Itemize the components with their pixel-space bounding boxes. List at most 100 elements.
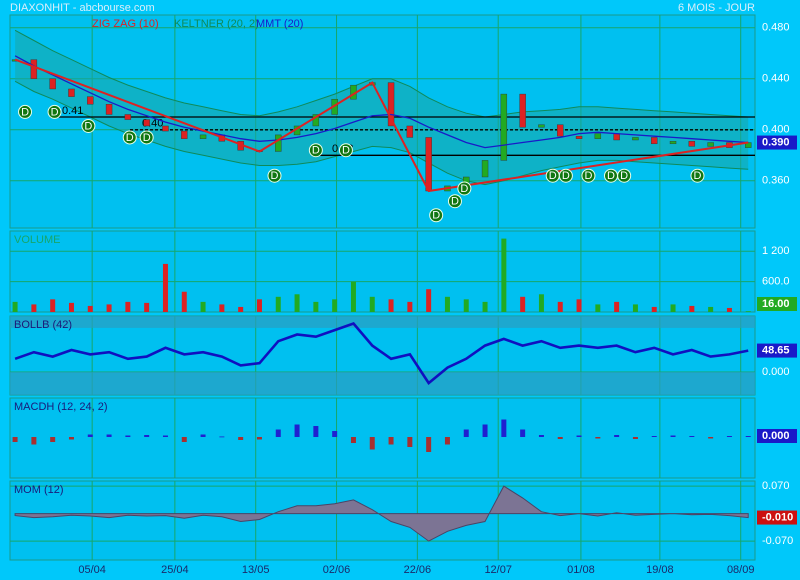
bar	[238, 306, 244, 312]
y-tick-label: 0.400	[762, 124, 790, 136]
period: 6 MOIS - JOUR	[678, 2, 755, 14]
current-value-box	[757, 343, 797, 358]
bar	[576, 435, 582, 437]
candle	[745, 142, 752, 148]
bar	[162, 435, 168, 437]
panel	[9, 230, 756, 313]
y-tick-label: 0.000	[762, 366, 790, 378]
candle	[68, 88, 75, 97]
current-value-box	[757, 429, 797, 443]
candle	[275, 134, 282, 152]
candle	[575, 135, 583, 139]
candle	[500, 93, 508, 161]
current-value: 0.000	[762, 430, 790, 442]
bar	[313, 301, 319, 312]
marker-label: D	[451, 196, 459, 208]
bar	[726, 436, 732, 437]
bar	[482, 301, 488, 312]
marker	[267, 168, 282, 183]
candle	[594, 133, 602, 139]
bar	[350, 437, 356, 443]
x-tick-label: 13/05	[242, 564, 270, 576]
bar	[294, 424, 300, 437]
y-tick-label: -0.070	[762, 535, 793, 547]
bar	[407, 301, 413, 312]
marker	[558, 168, 573, 183]
keltner-fill	[15, 30, 749, 185]
bar	[407, 437, 413, 447]
marker-label: D	[312, 145, 320, 157]
bar	[426, 289, 432, 312]
bar	[745, 311, 751, 312]
bar	[125, 301, 131, 312]
mom-area	[14, 485, 749, 542]
bar	[520, 429, 526, 437]
x-tick-label: 12/07	[484, 564, 512, 576]
marker-label: D	[21, 106, 29, 118]
bar	[219, 304, 225, 312]
bar	[369, 437, 375, 450]
marker	[617, 168, 632, 183]
candle	[143, 119, 150, 127]
current-value-box	[757, 510, 797, 525]
bar	[520, 296, 526, 312]
candle	[199, 134, 207, 139]
marker	[457, 181, 472, 196]
bar	[313, 426, 319, 437]
bar	[614, 301, 620, 312]
marker-label: D	[271, 170, 279, 182]
x-tick-label: 08/09	[727, 564, 755, 576]
bar	[632, 304, 638, 312]
candle	[613, 133, 620, 141]
candle	[519, 93, 526, 128]
bar	[12, 301, 18, 312]
panel-title: BOLLB (42)	[14, 319, 72, 331]
y-tick-label: 0.440	[762, 73, 790, 85]
bar	[181, 291, 187, 312]
current-value-box	[757, 297, 797, 311]
bar	[350, 281, 356, 312]
y-tick-label: 1 200	[762, 245, 790, 257]
bar	[444, 437, 450, 445]
marker-label: D	[432, 210, 440, 222]
band-shade	[10, 372, 755, 395]
bar	[501, 238, 507, 312]
candle	[124, 114, 132, 120]
bar	[332, 299, 338, 312]
marker	[122, 130, 137, 145]
current-value: 16.00	[762, 298, 790, 310]
bar	[595, 437, 601, 439]
bar	[31, 437, 37, 445]
bar	[463, 429, 469, 437]
marker-label: D	[342, 145, 350, 157]
bar	[144, 302, 150, 312]
marker	[81, 118, 96, 133]
bar	[689, 436, 695, 437]
bar	[670, 435, 676, 437]
x-tick-label: 19/08	[646, 564, 674, 576]
y-tick-label: 0.480	[762, 22, 790, 34]
bar	[87, 434, 93, 437]
marker-label: D	[620, 170, 628, 182]
bar	[538, 435, 544, 437]
bar	[444, 296, 450, 312]
marker	[308, 143, 323, 158]
candle	[87, 96, 94, 105]
panel	[9, 480, 756, 561]
bar	[388, 299, 394, 312]
candle	[406, 125, 414, 138]
bar	[651, 306, 657, 312]
x-tick-label: 01/08	[567, 564, 595, 576]
candle	[181, 130, 188, 139]
marker-label: D	[460, 183, 468, 195]
keltner-upper	[14, 29, 749, 118]
panel-title: MACDH (12, 24, 2)	[14, 401, 108, 413]
legend-entry: ZIG ZAG (10)	[92, 18, 159, 30]
panel-title: MOM (12)	[14, 484, 64, 496]
zigzag-line	[14, 58, 749, 193]
marker-label: D	[693, 170, 701, 182]
bar	[256, 299, 262, 312]
bar	[463, 299, 469, 312]
legend-entry: MMT (20)	[256, 18, 303, 30]
